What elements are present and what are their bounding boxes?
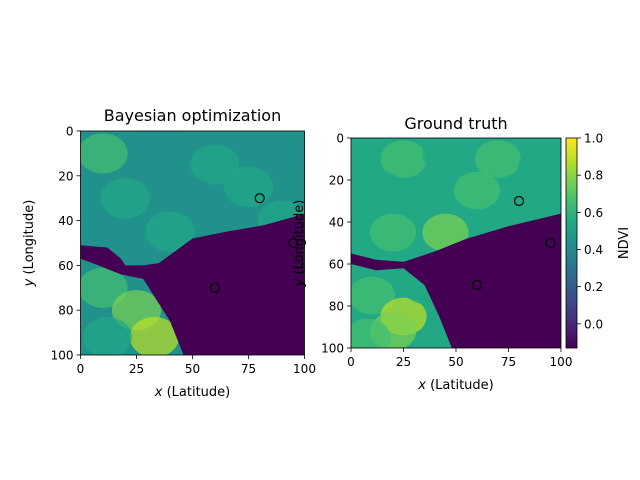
colorbar-gradient bbox=[566, 138, 577, 348]
field-patch bbox=[422, 138, 469, 174]
field-patch bbox=[100, 178, 150, 219]
bayes-y-label: y (Longitude) bbox=[22, 200, 37, 288]
y-tick-label: 60 bbox=[329, 258, 344, 272]
field-patch bbox=[369, 213, 417, 252]
sample-marker bbox=[545, 237, 556, 249]
x-tick-label: 50 bbox=[448, 355, 463, 369]
x-tick-label: 75 bbox=[501, 355, 516, 369]
field-patch bbox=[80, 133, 128, 174]
field-patch bbox=[516, 150, 561, 189]
field-patch bbox=[453, 171, 501, 210]
field-patch bbox=[190, 144, 240, 185]
x-tick-label: 0 bbox=[77, 362, 85, 376]
colorbar: 0.0 0.2 0.4 0.6 0.8 1.0 NDVI bbox=[565, 132, 632, 349]
field-patch bbox=[380, 140, 427, 178]
ground-truth-y-rest: (Longitude) bbox=[292, 200, 307, 279]
ground-truth-markers bbox=[471, 195, 556, 291]
field-patch bbox=[474, 140, 522, 178]
ground-truth-y-var: y bbox=[292, 278, 307, 287]
y-tick-label: 60 bbox=[58, 259, 73, 273]
colorbar-tick-label: 0.0 bbox=[584, 317, 603, 331]
colorbar-tick-label: 0.6 bbox=[584, 206, 603, 220]
sample-marker bbox=[471, 279, 483, 291]
ground-truth-title: Ground truth bbox=[404, 114, 507, 133]
colorbar-ticks: 0.0 0.2 0.4 0.6 0.8 1.0 bbox=[577, 132, 603, 331]
colorbar-tick-label: 0.2 bbox=[584, 280, 603, 294]
y-tick-label: 80 bbox=[329, 300, 344, 314]
y-tick-label: 80 bbox=[58, 304, 73, 318]
bayes-heatmap bbox=[80, 131, 305, 355]
y-tick-label: 100 bbox=[51, 349, 74, 363]
y-tick-label: 100 bbox=[321, 342, 344, 356]
y-tick-label: 0 bbox=[336, 132, 344, 146]
field-patch bbox=[82, 316, 133, 355]
x-tick-label: 50 bbox=[185, 362, 200, 376]
ground-truth-y-label: y (Longitude) bbox=[292, 200, 307, 288]
bayes-x-var: x bbox=[154, 385, 163, 400]
bayes-y-rest: (Longitude) bbox=[22, 200, 37, 279]
colorbar-label: NDVI bbox=[617, 227, 632, 259]
ground-truth-x-ticks: 0 25 50 75 100 bbox=[347, 348, 572, 369]
x-tick-label: 100 bbox=[293, 362, 316, 376]
colorbar-tick-label: 0.8 bbox=[584, 169, 603, 183]
bayes-x-label: x (Latitude) bbox=[154, 385, 230, 400]
field-patch bbox=[411, 182, 459, 220]
bayes-x-ticks: 0 25 50 75 100 bbox=[77, 355, 316, 376]
ground-truth-panel: Ground truth 0 25 50 75 100 0 20 40 60 80 100 x (… bbox=[292, 114, 572, 393]
colorbar-tick-label: 1.0 bbox=[584, 132, 603, 146]
sample-marker bbox=[254, 193, 265, 204]
bayes-y-ticks: 0 20 40 60 80 100 bbox=[51, 125, 81, 363]
field-patch bbox=[246, 133, 296, 174]
field-patch bbox=[422, 213, 469, 252]
field-patch bbox=[145, 211, 195, 252]
bayes-x-rest: (Latitude) bbox=[162, 385, 230, 400]
y-tick-label: 20 bbox=[58, 169, 73, 183]
ground-truth-x-var: x bbox=[417, 378, 426, 393]
field-patch bbox=[167, 178, 218, 219]
bayes-markers bbox=[209, 193, 299, 293]
bayes-water-region bbox=[80, 213, 305, 355]
field-patch bbox=[134, 131, 184, 163]
ground-truth-heatmap bbox=[351, 138, 561, 348]
bayes-y-var: y bbox=[22, 278, 37, 287]
sample-marker bbox=[209, 282, 220, 293]
x-tick-label: 25 bbox=[396, 355, 411, 369]
y-tick-label: 40 bbox=[58, 214, 73, 228]
y-tick-label: 40 bbox=[329, 216, 344, 230]
bayes-title: Bayesian optimization bbox=[104, 106, 281, 125]
bayes-panel: Bayesian optimization 0 25 50 75 100 0 20 40 60… bbox=[22, 106, 316, 400]
field-patch bbox=[129, 316, 180, 355]
colorbar-tick-label: 0.4 bbox=[584, 243, 603, 257]
field-patch bbox=[359, 171, 406, 210]
x-tick-label: 0 bbox=[347, 355, 355, 369]
colorbar-frame bbox=[565, 137, 578, 349]
ground-truth-water-region bbox=[351, 213, 561, 348]
field-patch bbox=[223, 166, 274, 208]
field-patch bbox=[351, 276, 396, 315]
y-tick-label: 0 bbox=[66, 125, 74, 139]
ground-truth-x-label: x (Latitude) bbox=[417, 378, 493, 393]
x-tick-label: 100 bbox=[550, 355, 573, 369]
field-patch bbox=[351, 318, 391, 348]
y-tick-label: 20 bbox=[329, 174, 344, 188]
sample-marker bbox=[513, 195, 525, 207]
field-patch bbox=[80, 267, 128, 308]
ground-truth-y-ticks: 0 20 40 60 80 100 bbox=[321, 132, 351, 356]
field-patch bbox=[351, 138, 391, 174]
ground-truth-x-rest: (Latitude) bbox=[426, 378, 494, 393]
x-tick-label: 25 bbox=[129, 362, 144, 376]
x-tick-label: 75 bbox=[241, 362, 256, 376]
sample-marker bbox=[288, 237, 299, 249]
